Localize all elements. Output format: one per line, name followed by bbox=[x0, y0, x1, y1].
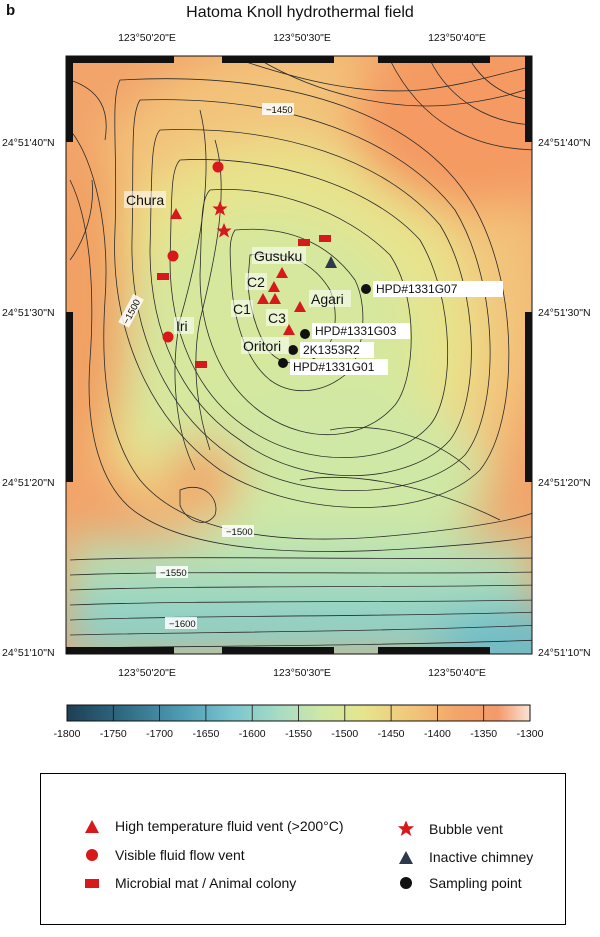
legend-label: Microbial mat / Animal colony bbox=[115, 875, 297, 891]
colorbar-tick-label: -1600 bbox=[239, 728, 266, 740]
microbial-mat-marker bbox=[157, 273, 169, 280]
top-tick-label: 123°50'40"E bbox=[428, 32, 486, 44]
right-tick-label: 24°51'10"N bbox=[538, 647, 591, 659]
site-label-c2: C2 bbox=[247, 274, 265, 290]
left-tick-label: 24°51'20"N bbox=[2, 477, 55, 489]
axis-ticks: 123°50'20"E 123°50'30"E 123°50'40"E 123°… bbox=[2, 32, 591, 679]
legend-label: High temperature fluid vent (>200°C) bbox=[115, 818, 344, 834]
microbial-mat-marker bbox=[298, 239, 310, 246]
site-label-oritori: Oritori bbox=[243, 338, 281, 354]
left-tick-label: 24°51'10"N bbox=[2, 647, 55, 659]
left-tick-label: 24°51'40"N bbox=[2, 137, 55, 149]
top-tick-label: 123°50'20"E bbox=[118, 32, 176, 44]
site-label-gusuku: Gusuku bbox=[254, 248, 302, 264]
sample-labels: HPD#1331G07 HPD#1331G03 2K1353R2 HPD#133… bbox=[290, 281, 503, 375]
high-temp-vent-marker bbox=[268, 281, 280, 292]
depth-colorbar: -1800 -1750 -1700 -1650 -1600 -1550 -1500 -1450… bbox=[54, 704, 544, 740]
top-tick-label: 123°50'30"E bbox=[273, 32, 331, 44]
contour-label: −1600 bbox=[169, 619, 196, 630]
visible-flow-vent-marker bbox=[212, 161, 224, 173]
inactive-chimney-marker bbox=[325, 256, 337, 268]
sampling-point-marker bbox=[278, 358, 288, 368]
bottom-tick-label: 123°50'40"E bbox=[428, 667, 486, 679]
dot-icon bbox=[393, 875, 419, 891]
legend-item-sampling-point: Sampling point bbox=[393, 875, 522, 891]
high-temp-vent-marker bbox=[170, 208, 182, 219]
visible-flow-vent-marker bbox=[162, 331, 174, 343]
legend-item-visible-flow: Visible fluid flow vent bbox=[79, 847, 245, 863]
site-label-c3: C3 bbox=[268, 310, 286, 326]
sampling-point-marker bbox=[361, 284, 371, 294]
contour-label: −1500 bbox=[226, 527, 253, 538]
triangle-icon bbox=[393, 849, 419, 865]
colorbar-tick-label: -1700 bbox=[146, 728, 173, 740]
contour-label: −1450 bbox=[266, 105, 293, 116]
sample-label: HPD#1331G01 bbox=[293, 360, 375, 374]
site-labels: Chura Gusuku C2 C1 C3 Agari Iri Oritori bbox=[124, 191, 351, 354]
right-tick-label: 24°51'30"N bbox=[538, 307, 591, 319]
bottom-tick-label: 123°50'30"E bbox=[273, 667, 331, 679]
high-temp-vent-marker bbox=[294, 301, 306, 312]
right-tick-label: 24°51'40"N bbox=[538, 137, 591, 149]
microbial-mat-marker bbox=[319, 235, 331, 242]
bubble-vent-marker bbox=[212, 201, 228, 216]
legend: High temperature fluid vent (>200°C) Vis… bbox=[40, 773, 566, 925]
legend-label: Sampling point bbox=[429, 875, 522, 891]
contour-label: −1550 bbox=[160, 568, 187, 579]
site-label-c1: C1 bbox=[233, 301, 251, 317]
colorbar-tick-label: -1350 bbox=[470, 728, 497, 740]
high-temp-vent-marker bbox=[283, 324, 295, 335]
legend-label: Inactive chimney bbox=[429, 849, 534, 865]
high-temp-vent-marker bbox=[276, 267, 288, 278]
legend-label: Visible fluid flow vent bbox=[115, 847, 245, 863]
bottom-tick-label: 123°50'20"E bbox=[118, 667, 176, 679]
colorbar-tick-label: -1500 bbox=[331, 728, 358, 740]
visible-flow-vent-marker bbox=[167, 250, 179, 262]
high-temp-vent-marker bbox=[257, 293, 269, 304]
colorbar-tick-label: -1650 bbox=[192, 728, 219, 740]
colorbar-tick-label: -1300 bbox=[517, 728, 544, 740]
circle-icon bbox=[79, 847, 105, 863]
legend-item-high-temp: High temperature fluid vent (>200°C) bbox=[79, 818, 344, 834]
colorbar-tick-label: -1450 bbox=[378, 728, 405, 740]
triangle-icon bbox=[79, 818, 105, 834]
bathymetry-map: −1450 −1500 −1500 −1550 −1600 123°50'20"… bbox=[2, 32, 591, 740]
legend-label: Bubble vent bbox=[429, 821, 503, 837]
sampling-point-marker bbox=[288, 345, 298, 355]
microbial-mat-marker bbox=[195, 361, 207, 368]
star-icon bbox=[393, 820, 419, 837]
panel-letter: b bbox=[6, 2, 16, 19]
legend-item-inactive-chimney: Inactive chimney bbox=[393, 849, 533, 865]
sampling-point-marker bbox=[300, 329, 310, 339]
high-temp-vent-marker bbox=[269, 293, 281, 304]
colorbar-tick-label: -1550 bbox=[285, 728, 312, 740]
sample-label: HPD#1331G03 bbox=[315, 324, 397, 338]
left-tick-label: 24°51'30"N bbox=[2, 307, 55, 319]
right-tick-label: 24°51'20"N bbox=[538, 477, 591, 489]
legend-item-microbial-mat: Microbial mat / Animal colony bbox=[79, 875, 296, 891]
colorbar-tick-label: -1800 bbox=[54, 728, 81, 740]
map-frame bbox=[65, 55, 533, 655]
legend-item-bubble-vent: Bubble vent bbox=[393, 820, 503, 837]
colorbar-tick-label: -1400 bbox=[424, 728, 451, 740]
site-label-iri: Iri bbox=[176, 318, 188, 334]
sample-label: 2K1353R2 bbox=[303, 343, 360, 357]
site-label-chura: Chura bbox=[126, 192, 164, 208]
sample-label: HPD#1331G07 bbox=[376, 282, 458, 296]
site-markers bbox=[157, 161, 371, 368]
site-label-agari: Agari bbox=[311, 291, 344, 307]
colorbar-tick-label: -1750 bbox=[100, 728, 127, 740]
map-title: Hatoma Knoll hydrothermal field bbox=[186, 4, 414, 21]
bubble-vent-marker bbox=[216, 223, 232, 238]
rectangle-icon bbox=[79, 875, 105, 891]
